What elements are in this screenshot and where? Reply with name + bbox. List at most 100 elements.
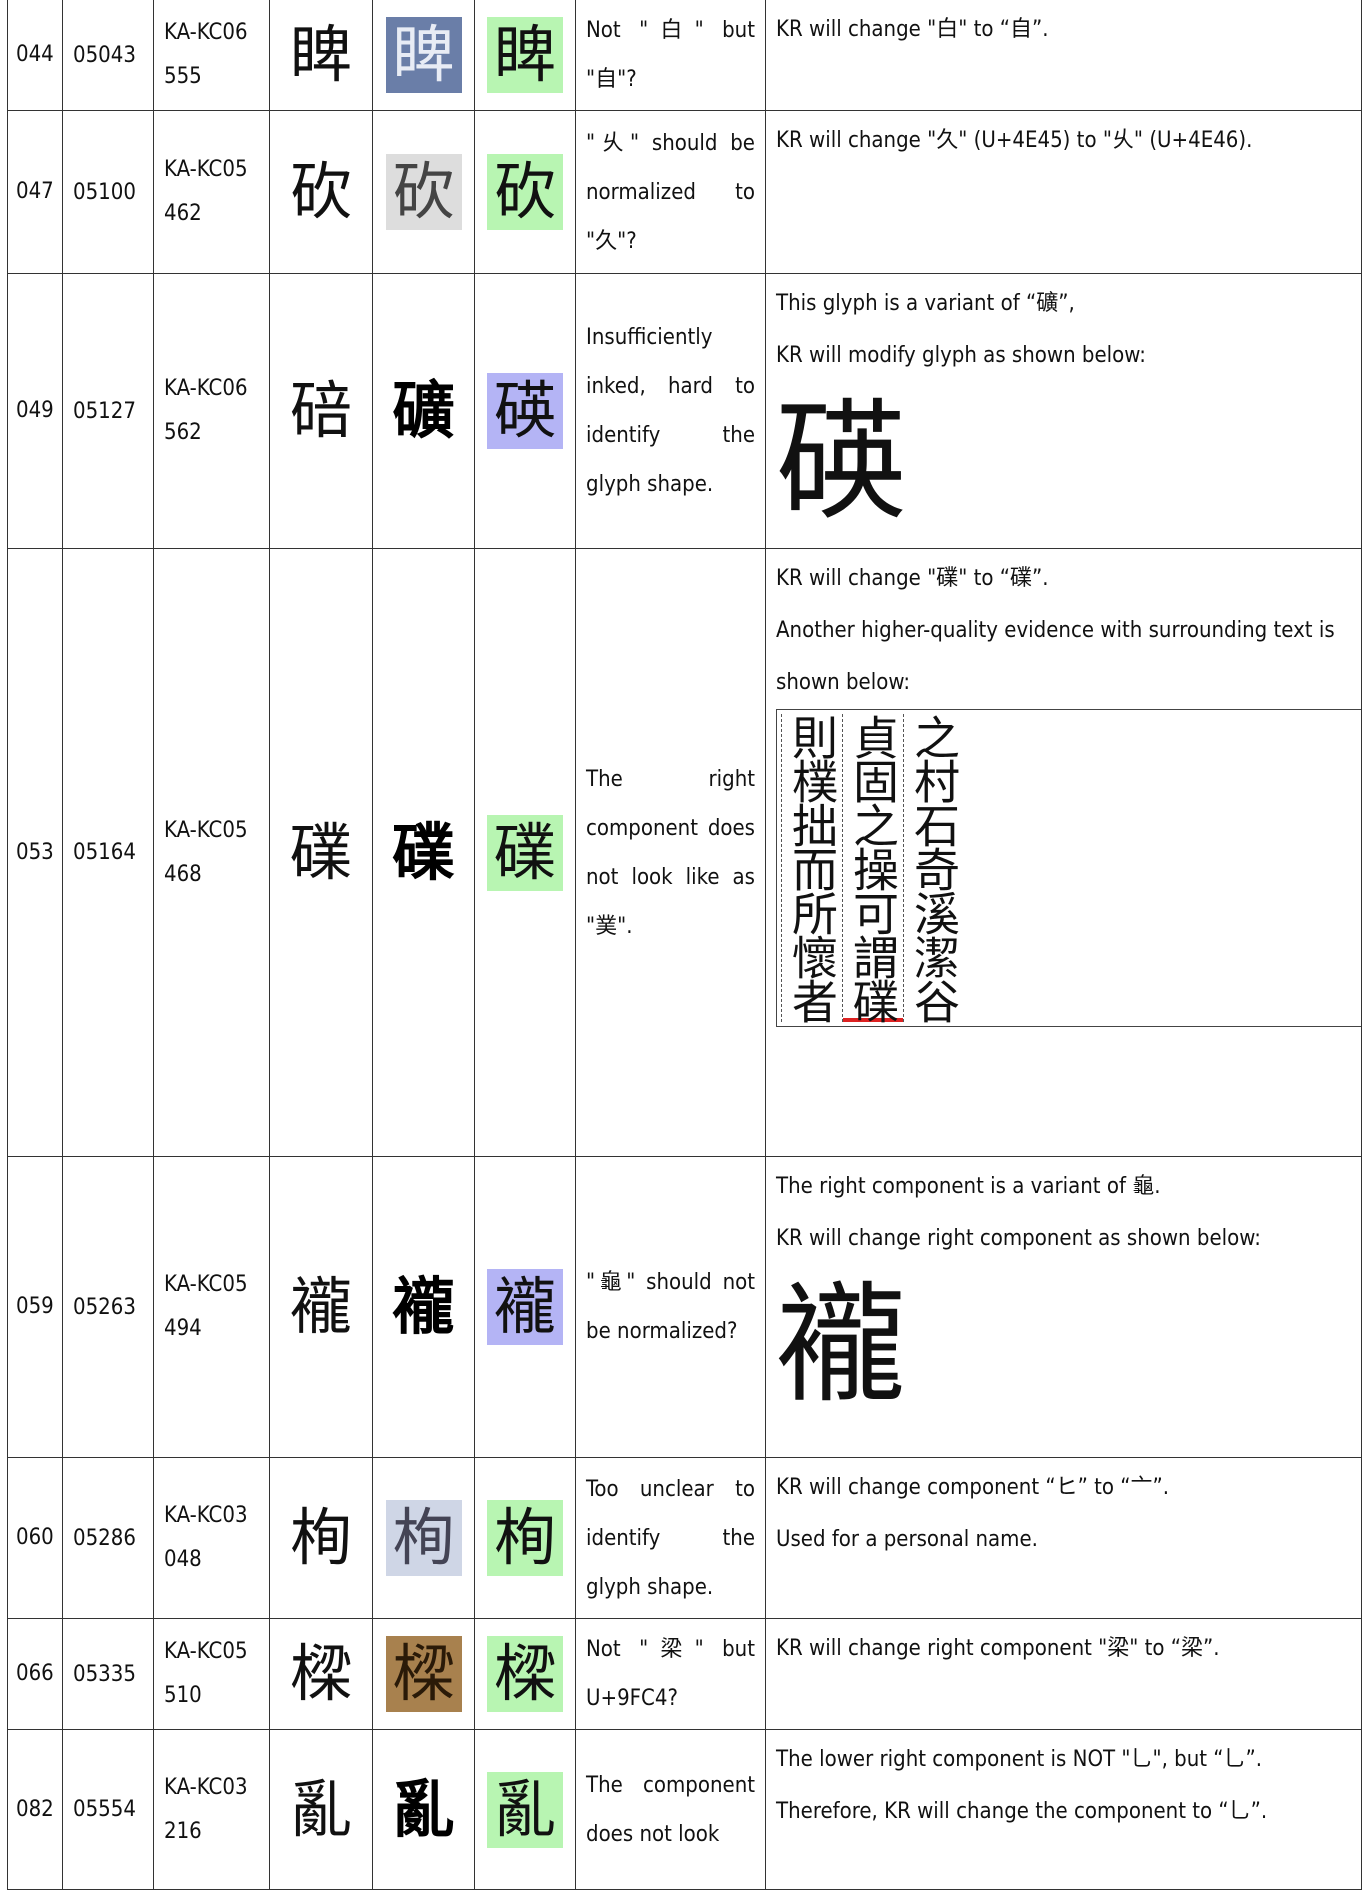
glyph-cell: 樑	[474, 1618, 576, 1730]
row-number: 066	[7, 1618, 63, 1730]
evidence-column: 之村石奇溪潔谷	[903, 714, 964, 1022]
glyph-cell: 砍	[474, 110, 576, 274]
response-line: KR will modify glyph as shown below:	[776, 343, 1146, 368]
response-line: KR will change right component as shown …	[776, 1226, 1261, 1251]
reference-glyph: 栒	[289, 1501, 352, 1574]
proposed-glyph: 睥	[487, 17, 563, 93]
response-line: This glyph is a variant of “礦”,	[776, 291, 1075, 316]
table-row: 066 05335 KA-KC05510 樑樑樑 Not "梁" but U+9FC4?…	[7, 1618, 1362, 1730]
glyph-cell: 礦	[372, 273, 475, 549]
glyph-cell: 睥	[372, 0, 475, 111]
row-number: 060	[7, 1457, 63, 1619]
reference-glyph: 襱	[289, 1270, 352, 1343]
glyph-large: 碤	[776, 386, 907, 538]
evidence-block: 則樸拙而所懷者貞固之操可謂礏之村石奇溪潔谷礏	[776, 709, 1361, 1027]
table-row: 047 05100 KA-KC05462 砍砍砍 "乆" should be norma…	[7, 110, 1362, 274]
table-row: 059 05263 KA-KC05494 襱襱襱 "龜" should not be n…	[7, 1156, 1362, 1458]
glyph-cell: 亂	[474, 1729, 576, 1890]
glyph-cell: 襱	[474, 1156, 576, 1458]
evidence-glyph: 砍	[385, 154, 462, 230]
glyph-cell: 礏	[474, 548, 576, 1157]
source-id: KA-KC06555	[153, 0, 270, 111]
reference-glyph: 砍	[289, 155, 352, 228]
evidence-glyph: 礏	[392, 815, 455, 889]
proposed-glyph: 栒	[487, 1500, 563, 1576]
issue: Too unclear to identify the glyph shape.	[575, 1457, 766, 1619]
glyph-cell: 亂	[372, 1729, 475, 1890]
evidence-column: 則樸拙而所懷者	[781, 714, 842, 1022]
evidence-glyph: 樑	[385, 1636, 462, 1712]
row-number: 047	[7, 110, 63, 274]
source-id: KA-KC05468	[153, 548, 270, 1157]
issue: Not "白" but "自"?	[575, 0, 766, 111]
row-number: 053	[7, 548, 63, 1157]
glyph-large: 襱	[776, 1269, 907, 1421]
proposed-glyph: 砍	[487, 154, 563, 230]
glyph-cell: 睥	[474, 0, 576, 111]
row-number: 049	[7, 273, 63, 549]
response-line: KR will change "久" (U+4E45) to "乆" (U+4E…	[776, 128, 1253, 153]
response: KR will change "白" to “自”.	[765, 0, 1362, 111]
table-row: 049 05127 KA-KC06562 碚礦碤 Insufficiently inke…	[7, 273, 1362, 549]
source-id: KA-KC05462	[153, 110, 270, 274]
response-line: KR will change component “ヒ” to “亠”.	[776, 1475, 1170, 1500]
glyph-cell: 睥	[269, 0, 373, 111]
proposed-glyph: 樑	[487, 1636, 563, 1712]
glyph-cell: 襱	[269, 1156, 373, 1458]
glyph-cell: 樑	[372, 1618, 475, 1730]
evidence-glyph: 襱	[392, 1270, 455, 1343]
issue: Not "梁" but U+9FC4?	[575, 1618, 766, 1730]
glyph-id: 05164	[62, 548, 154, 1157]
evidence-glyph: 亂	[392, 1772, 455, 1846]
glyph-cell: 樑	[269, 1618, 373, 1730]
reference-glyph: 碚	[289, 374, 352, 447]
evidence-glyph: 礦	[392, 374, 455, 447]
response: The lower right component is NOT "乚", bu…	[765, 1729, 1362, 1890]
table-row: 044 05043 KA-KC06555 睥睥睥 Not "白" but "自"? KR …	[7, 0, 1362, 111]
response-line: The right component is a variant of 龜.	[776, 1174, 1161, 1199]
glyph-id: 05043	[62, 0, 154, 111]
response: This glyph is a variant of “礦”, KR will m…	[765, 273, 1362, 549]
glyph-id: 05335	[62, 1618, 154, 1730]
glyph-id: 05263	[62, 1156, 154, 1458]
reference-glyph: 樑	[289, 1637, 352, 1710]
glyph-cell: 砍	[269, 110, 373, 274]
source-id: KA-KC03216	[153, 1729, 270, 1890]
evidence-glyph: 栒	[385, 1500, 462, 1576]
glyph-cell: 礏	[372, 548, 475, 1157]
glyph-cell: 亂	[269, 1729, 373, 1890]
response-line: Another higher-quality evidence with sur…	[776, 618, 1335, 695]
source-id: KA-KC05494	[153, 1156, 270, 1458]
reference-glyph: 睥	[289, 18, 352, 91]
row-number: 044	[7, 0, 63, 111]
evidence-glyph: 睥	[385, 17, 462, 93]
table-row: 082 05554 KA-KC03216 亂亂亂 The component does …	[7, 1729, 1362, 1890]
glyph-id: 05127	[62, 273, 154, 549]
row-number: 059	[7, 1156, 63, 1458]
table-row: 060 05286 KA-KC03048 栒栒栒 Too unclear to iden…	[7, 1457, 1362, 1619]
review-table: 044 05043 KA-KC06555 睥睥睥 Not "白" but "自"? KR …	[7, 0, 1362, 1890]
glyph-id: 05100	[62, 110, 154, 274]
row-number: 082	[7, 1729, 63, 1890]
evidence-image: 則樸拙而所懷者 貞固之操可謂礏 之村石奇溪潔谷	[776, 709, 1361, 1027]
issue: "乆" should be normalized to "久"?	[575, 110, 766, 274]
response: The right component is a variant of 龜. KR…	[765, 1156, 1362, 1458]
table-row: 053 05164 KA-KC05468 礏礏礏 The right component…	[7, 548, 1362, 1157]
reference-glyph: 礏	[289, 815, 352, 889]
proposed-glyph: 礏	[487, 814, 563, 891]
glyph-cell: 栒	[372, 1457, 475, 1619]
evidence-column: 貞固之操可謂礏	[842, 714, 903, 1022]
response: KR will change right component "梁" to “梁…	[765, 1618, 1362, 1730]
response-line: KR will change right component "梁" to “梁…	[776, 1636, 1220, 1661]
response-line: Therefore, KR will change the component …	[776, 1799, 1268, 1824]
issue: The component does not look	[575, 1729, 766, 1890]
proposed-glyph: 亂	[487, 1771, 563, 1848]
proposed-glyph: 襱	[487, 1269, 563, 1345]
response: KR will change "久" (U+4E45) to "乆" (U+4E…	[765, 110, 1362, 274]
glyph-cell: 礏	[269, 548, 373, 1157]
glyph-cell: 襱	[372, 1156, 475, 1458]
issue: "龜" should not be normalized?	[575, 1156, 766, 1458]
proposed-glyph: 碤	[487, 373, 563, 449]
reference-glyph: 亂	[289, 1772, 352, 1846]
